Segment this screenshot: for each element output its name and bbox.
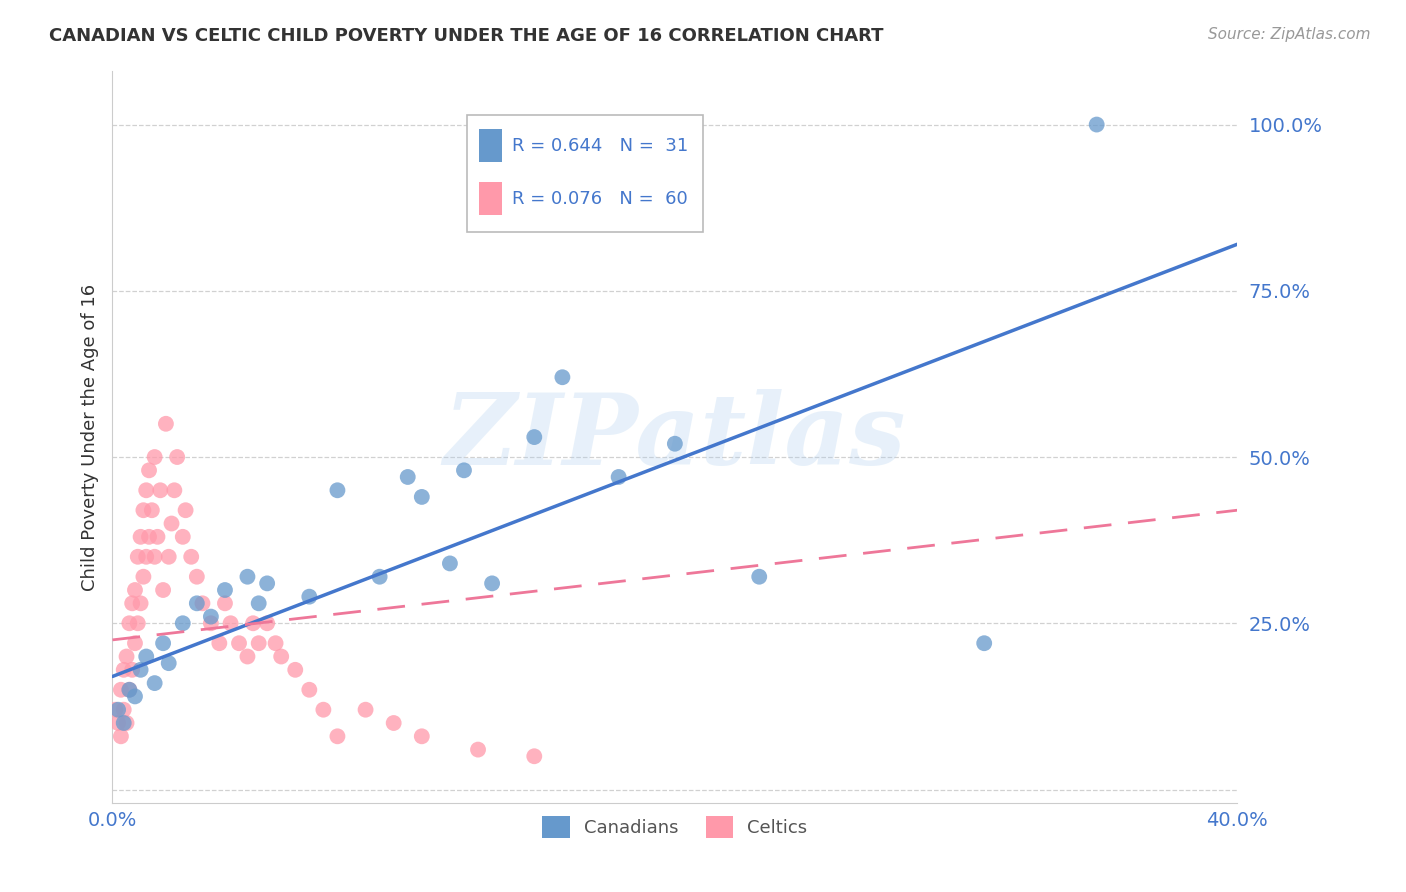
Point (172, 530, 194, 544)
Point (143, 450, 166, 464)
Point (110, 682, 132, 697)
Point (143, 549, 166, 564)
Point (118, 682, 141, 697)
Point (247, 596, 270, 610)
Point (112, 703, 135, 717)
Text: ZIPatlas: ZIPatlas (444, 389, 905, 485)
Point (110, 729, 132, 743)
Point (124, 582, 146, 597)
Point (1085, 118, 1108, 132)
Point (242, 616, 264, 631)
Point (160, 516, 183, 531)
Point (270, 649, 292, 664)
Point (118, 682, 141, 697)
Point (200, 609, 222, 624)
Point (121, 663, 143, 677)
Point (247, 636, 270, 650)
Point (214, 582, 236, 597)
Point (155, 417, 177, 431)
Point (312, 703, 335, 717)
Point (121, 596, 143, 610)
Point (157, 549, 180, 564)
Point (152, 582, 174, 597)
Point (118, 616, 141, 631)
Point (973, 636, 995, 650)
Point (141, 503, 163, 517)
Point (607, 470, 630, 484)
Point (264, 636, 287, 650)
Point (132, 570, 155, 584)
Point (191, 596, 214, 610)
Point (166, 450, 188, 464)
Legend: Canadians, Celtics: Canadians, Celtics (536, 808, 814, 845)
Point (124, 690, 146, 704)
Point (236, 570, 259, 584)
Point (551, 370, 574, 384)
Point (284, 663, 307, 677)
Point (115, 716, 138, 731)
Point (143, 676, 166, 690)
Point (115, 649, 138, 664)
Point (523, 430, 546, 444)
Point (146, 530, 169, 544)
Point (214, 596, 236, 610)
Point (107, 716, 129, 731)
Point (256, 616, 278, 631)
Point (298, 682, 321, 697)
Point (172, 616, 194, 631)
Point (354, 703, 377, 717)
Point (453, 463, 475, 477)
Point (298, 590, 321, 604)
Point (127, 549, 149, 564)
Point (664, 436, 686, 450)
Point (439, 557, 461, 571)
Point (200, 616, 222, 631)
Point (467, 742, 489, 756)
Point (228, 636, 250, 650)
Point (138, 530, 160, 544)
Point (163, 483, 186, 498)
Point (135, 549, 157, 564)
Point (208, 636, 231, 650)
Point (132, 503, 155, 517)
Point (411, 729, 433, 743)
Point (382, 716, 405, 731)
Point (104, 703, 127, 717)
Point (368, 570, 391, 584)
Point (135, 649, 157, 664)
Point (326, 729, 349, 743)
Point (129, 596, 152, 610)
Point (157, 656, 180, 670)
Point (481, 576, 503, 591)
Point (152, 636, 174, 650)
Point (523, 749, 546, 764)
Point (219, 616, 242, 631)
Point (138, 463, 160, 477)
Point (186, 570, 208, 584)
Point (124, 636, 146, 650)
Point (129, 663, 152, 677)
Point (107, 703, 129, 717)
Point (326, 483, 349, 498)
Point (174, 503, 197, 517)
Point (256, 576, 278, 591)
Point (396, 470, 419, 484)
Point (411, 490, 433, 504)
Point (135, 483, 157, 498)
Point (149, 483, 172, 498)
Text: CANADIAN VS CELTIC CHILD POVERTY UNDER THE AGE OF 16 CORRELATION CHART: CANADIAN VS CELTIC CHILD POVERTY UNDER T… (49, 27, 884, 45)
Point (112, 663, 135, 677)
Text: Source: ZipAtlas.com: Source: ZipAtlas.com (1208, 27, 1371, 42)
Y-axis label: Child Poverty Under the Age of 16: Child Poverty Under the Age of 16 (80, 284, 98, 591)
Point (180, 549, 202, 564)
Point (127, 616, 149, 631)
Point (748, 570, 770, 584)
Point (186, 596, 208, 610)
Point (129, 530, 152, 544)
Point (112, 716, 135, 731)
Point (236, 649, 259, 664)
